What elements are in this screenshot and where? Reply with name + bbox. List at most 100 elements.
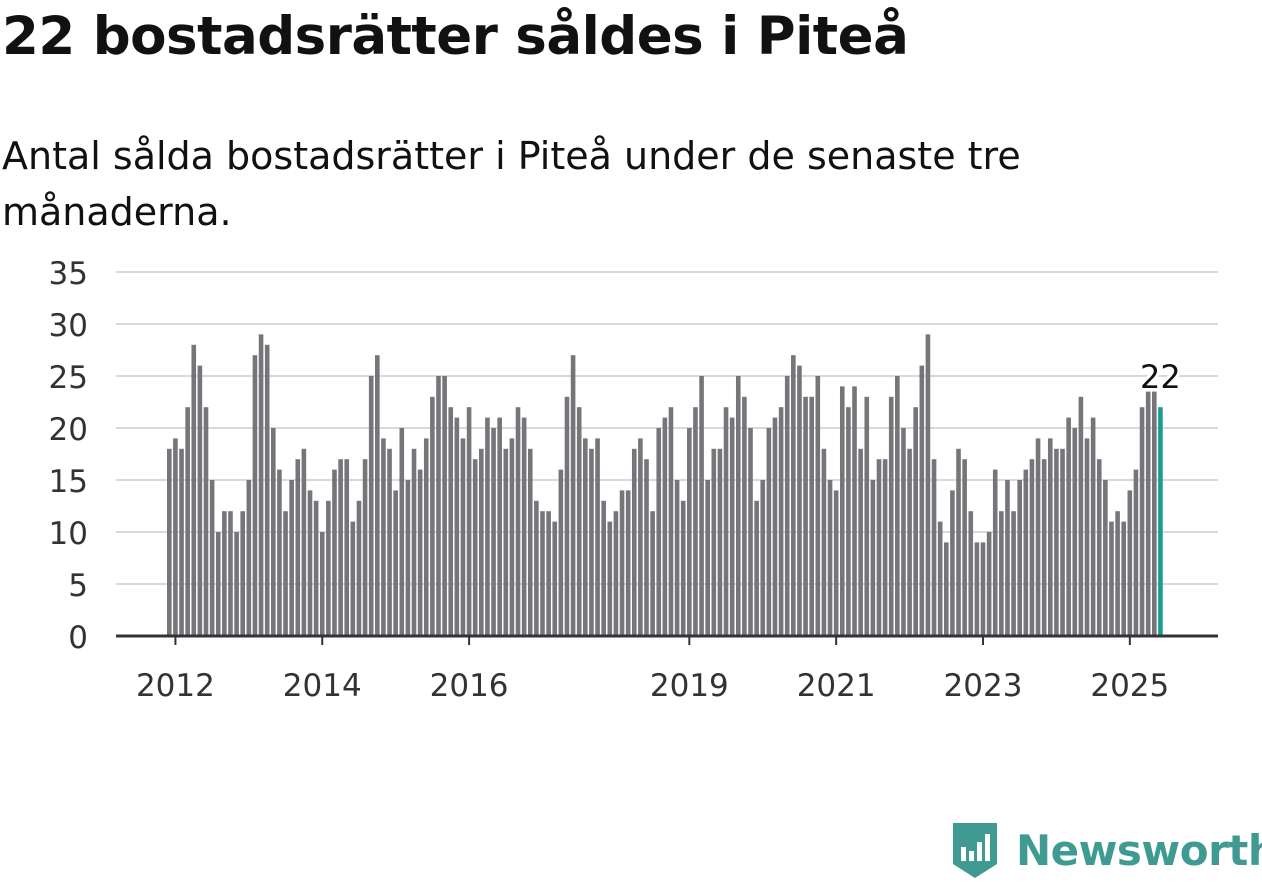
bar [974, 542, 980, 636]
bar [1151, 391, 1157, 636]
bar [680, 500, 686, 636]
bar [307, 490, 313, 636]
newsworthy-logo: Newsworthy [950, 818, 1262, 882]
bar [277, 469, 282, 636]
bar [852, 386, 857, 636]
bar [1139, 407, 1145, 636]
bar [650, 511, 655, 636]
bar [1145, 391, 1151, 636]
bar [668, 407, 674, 636]
x-tick-label: 2019 [650, 668, 729, 704]
y-tick-label: 25 [49, 360, 88, 396]
bar [754, 500, 759, 636]
bar [1096, 459, 1102, 636]
bar [203, 407, 209, 636]
bar [711, 448, 717, 636]
bar [797, 365, 802, 636]
bar [735, 376, 741, 636]
y-tick-label: 15 [49, 464, 88, 500]
bar [246, 480, 252, 636]
bar [534, 500, 539, 636]
bar [1023, 469, 1029, 636]
bar [638, 438, 643, 636]
bar [821, 448, 827, 636]
bar [362, 459, 368, 636]
bar [1035, 438, 1041, 636]
bar [772, 417, 778, 636]
bar [864, 396, 870, 636]
y-tick-label: 20 [49, 412, 88, 448]
bar [1109, 521, 1114, 636]
bar [393, 490, 398, 636]
bar [729, 417, 735, 636]
bar [313, 500, 319, 636]
bar [931, 459, 937, 636]
bar [656, 428, 662, 636]
bar [1017, 480, 1023, 636]
bar [1090, 417, 1096, 636]
bar [888, 396, 894, 636]
bar [264, 344, 270, 636]
bar [197, 365, 203, 636]
bar [289, 480, 294, 636]
bar [919, 365, 925, 636]
bar [693, 407, 698, 636]
bar [173, 438, 178, 636]
bar [1054, 448, 1059, 636]
x-tick-label: 2021 [797, 668, 876, 704]
bar [999, 511, 1004, 636]
x-tick-label: 2025 [1090, 668, 1169, 704]
bar [448, 407, 454, 636]
bar-highlight [1158, 407, 1163, 636]
chart-subtitle: Antal sålda bostadsrätter i Piteå under … [2, 134, 1021, 234]
bar [527, 448, 533, 636]
bar [895, 376, 900, 636]
x-tick-label: 2016 [430, 668, 509, 704]
bar [460, 438, 466, 636]
bar [301, 448, 307, 636]
bar [699, 376, 704, 636]
bar [570, 355, 576, 636]
bar [833, 490, 839, 636]
bar [1084, 438, 1090, 636]
bar [515, 407, 521, 636]
bar [1072, 428, 1078, 636]
bar [167, 448, 172, 636]
bar [234, 532, 239, 636]
bar [442, 376, 447, 636]
bar [503, 448, 509, 636]
bar [209, 480, 215, 636]
bar [466, 407, 472, 636]
bar [1127, 490, 1133, 636]
bar [356, 500, 362, 636]
bar [870, 480, 876, 636]
bar [742, 396, 747, 636]
bar [766, 428, 772, 636]
bar [631, 448, 637, 636]
bar [625, 490, 631, 636]
bar [1005, 480, 1010, 636]
bar [717, 448, 723, 636]
bar [1029, 459, 1035, 636]
bar [925, 334, 931, 636]
bar [956, 448, 961, 636]
bar [222, 511, 227, 636]
bar [258, 334, 264, 636]
bar [1115, 511, 1120, 636]
bar [479, 448, 484, 636]
bar [607, 521, 613, 636]
bar [185, 407, 190, 636]
bar [589, 448, 594, 636]
bar [674, 480, 680, 636]
bar [937, 521, 943, 636]
bar [803, 396, 808, 636]
bar [968, 511, 974, 636]
bar [338, 459, 343, 636]
bar [846, 407, 851, 636]
bar [326, 500, 331, 636]
bar [228, 511, 233, 636]
bar [215, 532, 221, 636]
bar [705, 480, 710, 636]
bar [283, 511, 288, 636]
